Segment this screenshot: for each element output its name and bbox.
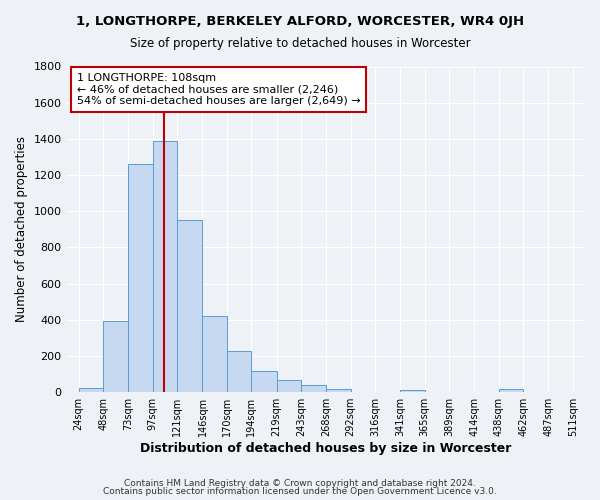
Bar [251,372,277,392]
Bar [499,390,523,392]
Bar [277,380,301,392]
Bar [202,316,227,392]
Bar [177,220,202,392]
Bar [79,388,103,392]
Bar [103,320,128,392]
Text: Contains HM Land Registry data © Crown copyright and database right 2024.: Contains HM Land Registry data © Crown c… [124,478,476,488]
X-axis label: Distribution of detached houses by size in Worcester: Distribution of detached houses by size … [140,442,511,455]
Bar [400,390,425,392]
Text: 1 LONGTHORPE: 108sqm
← 46% of detached houses are smaller (2,246)
54% of semi-de: 1 LONGTHORPE: 108sqm ← 46% of detached h… [77,73,361,106]
Text: Contains public sector information licensed under the Open Government Licence v3: Contains public sector information licen… [103,487,497,496]
Bar [301,385,326,392]
Text: Size of property relative to detached houses in Worcester: Size of property relative to detached ho… [130,38,470,51]
Text: 1, LONGTHORPE, BERKELEY ALFORD, WORCESTER, WR4 0JH: 1, LONGTHORPE, BERKELEY ALFORD, WORCESTE… [76,15,524,28]
Y-axis label: Number of detached properties: Number of detached properties [15,136,28,322]
Bar [227,350,251,392]
Bar [153,140,177,392]
Bar [326,390,350,392]
Bar [128,164,153,392]
